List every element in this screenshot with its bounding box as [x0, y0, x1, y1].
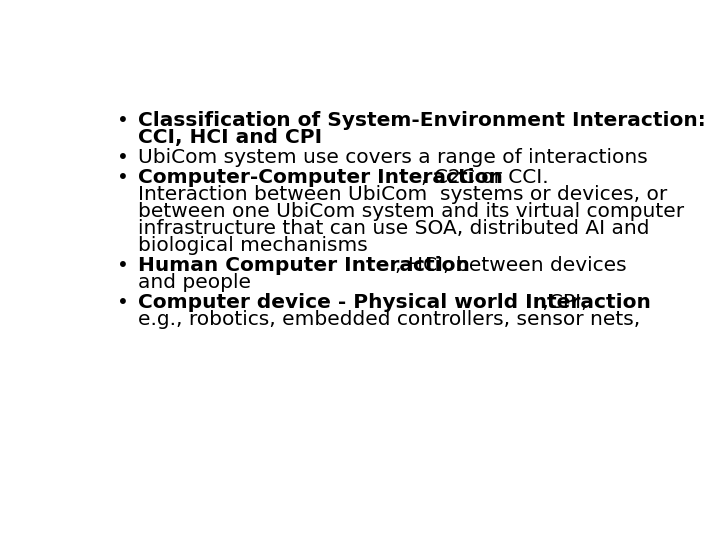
Text: •: • [117, 168, 129, 187]
Text: Interaction between UbiCom  systems or devices, or: Interaction between UbiCom systems or de… [138, 185, 667, 204]
Text: •: • [117, 111, 129, 130]
Text: infrastructure that can use SOA, distributed AI and: infrastructure that can use SOA, distrib… [138, 219, 649, 238]
Text: •: • [117, 256, 129, 275]
Text: biological mechanisms: biological mechanisms [138, 236, 368, 255]
Text: •: • [117, 293, 129, 312]
Text: e.g., robotics, embedded controllers, sensor nets,: e.g., robotics, embedded controllers, se… [138, 309, 640, 329]
Text: •: • [117, 148, 129, 167]
Text: , C2C or CCI.: , C2C or CCI. [420, 168, 549, 187]
Text: UbiCom system use covers a range of interactions: UbiCom system use covers a range of inte… [138, 148, 648, 167]
Text: Human Computer Interaction: Human Computer Interaction [138, 256, 470, 275]
Text: , HCI, between devices: , HCI, between devices [395, 256, 627, 275]
Text: and people: and people [138, 273, 251, 292]
Text: Classification of System-Environment Interaction:: Classification of System-Environment Int… [138, 111, 706, 130]
Text: Computer device - Physical world Interaction: Computer device - Physical world Interac… [138, 293, 651, 312]
Text: CCI, HCI and CPI: CCI, HCI and CPI [138, 128, 322, 147]
Text: Computer-Computer Interaction: Computer-Computer Interaction [138, 168, 503, 187]
Text: between one UbiCom system and its virtual computer: between one UbiCom system and its virtua… [138, 202, 684, 221]
Text: ,CPI,: ,CPI, [536, 293, 587, 312]
